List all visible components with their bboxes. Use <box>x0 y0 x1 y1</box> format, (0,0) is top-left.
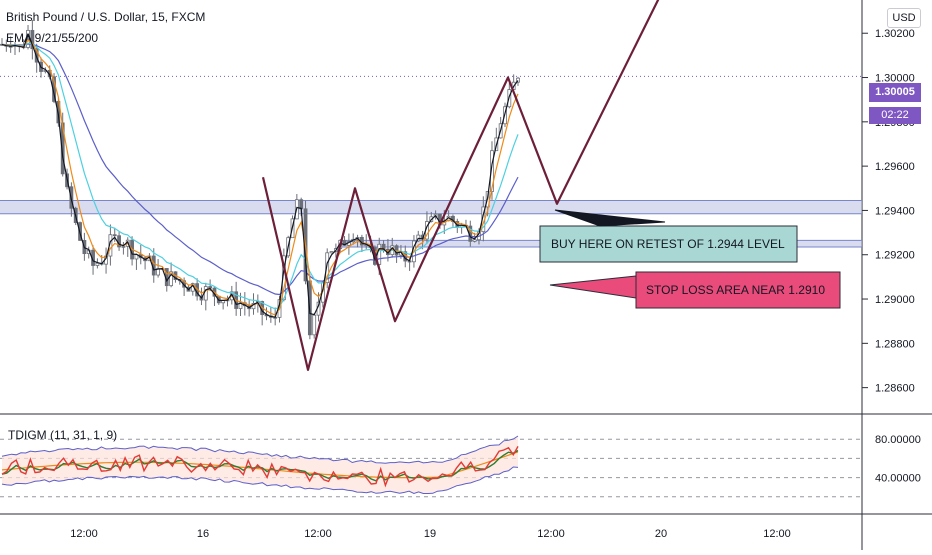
oscillator-midline <box>1 451 519 479</box>
oscillator-tick-label: 80.00000 <box>875 434 921 446</box>
buy-callout-text: BUY HERE ON RETEST OF 1.2944 LEVEL <box>551 237 785 251</box>
candle-body <box>329 251 334 254</box>
candle-body <box>342 239 347 246</box>
candle-body <box>516 77 520 83</box>
oscillator-band-fill <box>2 436 518 494</box>
callouts[interactable]: BUY HERE ON RETEST OF 1.2944 LEVEL STOP … <box>539 209 841 309</box>
candles <box>0 19 520 340</box>
stop-callout-text: STOP LOSS AREA NEAR 1.2910 <box>646 283 825 297</box>
candle-body <box>208 286 213 289</box>
price-tick-label: 1.29200 <box>875 250 915 262</box>
time-tick-label: 12:00 <box>70 528 98 540</box>
ema-lines <box>1 33 519 318</box>
ema-legend[interactable]: EMA 9/21/55/200 <box>6 31 99 45</box>
candle-body <box>490 150 494 192</box>
candle-body <box>30 29 35 50</box>
oscillator-fast-line <box>1 446 519 488</box>
oscillator-tick-label: 40.00000 <box>875 473 921 485</box>
candle-body <box>121 245 126 248</box>
buy-callout-box[interactable] <box>539 225 798 263</box>
axes: 1.302001.300001.298001.296001.294001.292… <box>70 28 915 540</box>
price-tick-label: 1.29400 <box>875 205 915 217</box>
buy-callout-pointer <box>554 209 666 227</box>
stop-callout-pointer <box>549 275 637 299</box>
oscillator-label[interactable]: TDIGM (11, 31, 1, 9) <box>8 428 118 442</box>
candle-body <box>112 234 117 237</box>
oscillator-upper-band <box>1 435 519 464</box>
oscillator-pane: 80.00000 40.00000 <box>0 434 921 498</box>
candle-body <box>169 271 174 287</box>
ema-55-line <box>1 42 519 310</box>
price-tick-label: 1.29600 <box>875 161 915 173</box>
price-tick-label: 1.28800 <box>875 338 915 350</box>
price-tick-label: 1.30200 <box>875 28 915 40</box>
time-tick-label: 20 <box>655 528 667 540</box>
candle-body <box>325 252 330 284</box>
projection-zigzag <box>261 0 660 371</box>
zigzag-projection <box>261 0 660 371</box>
time-tick-label: 16 <box>197 528 209 540</box>
candle-body <box>312 314 317 336</box>
time-tick-label: 12:00 <box>304 528 332 540</box>
price-tick-label: 1.29000 <box>875 294 915 306</box>
time-tick-label: 12:00 <box>763 528 791 540</box>
price-tick-label: 1.30000 <box>875 73 915 85</box>
time-tick-label: 19 <box>424 528 436 540</box>
candle-body <box>377 243 382 265</box>
ema-9-line <box>1 33 519 318</box>
candle-body <box>472 239 477 242</box>
ema-200-line <box>1 43 519 296</box>
support-zone <box>0 200 862 214</box>
candle-body <box>95 262 100 266</box>
bar-countdown: 02:22 <box>869 107 921 124</box>
candle-body <box>203 286 208 301</box>
current-price-tag: 1.30005 <box>869 83 921 102</box>
ema-21-line <box>1 39 519 316</box>
symbol-title[interactable]: British Pound / U.S. Dollar, 15, FXCM <box>6 10 206 24</box>
price-tick-label: 1.28600 <box>875 383 915 395</box>
time-tick-label: 12:00 <box>537 528 565 540</box>
currency-button[interactable]: USD <box>887 8 921 28</box>
oscillator-lower-band <box>1 466 519 495</box>
candle-body <box>299 199 304 210</box>
